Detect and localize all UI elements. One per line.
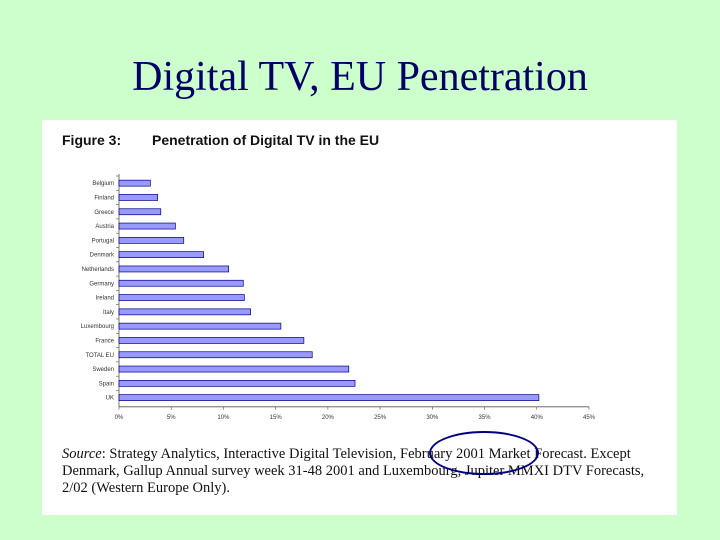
x-tick-label: 5% [167, 415, 176, 420]
bar-chart: Belgium Finland Greece Austria Portugal Denma… [81, 174, 596, 420]
x-tick-label: 40% [531, 415, 544, 420]
x-tick-label: 30% [426, 415, 439, 420]
category-label: UK [106, 396, 114, 402]
x-tick-label: 35% [479, 415, 492, 420]
bar-greece [118, 208, 162, 216]
category-label: Spain [99, 381, 114, 387]
x-tick-label: 0% [115, 415, 124, 420]
category-label: Austria [95, 224, 114, 230]
x-tick-label: 20% [322, 415, 335, 420]
bar-austria [118, 222, 176, 230]
bar-netherlands [118, 265, 230, 273]
bar-italy [118, 308, 251, 316]
bar-germany [118, 279, 244, 287]
x-tick-label: 15% [270, 415, 283, 420]
source-text: : Strategy Analytics, Interactive Digita… [62, 446, 645, 496]
bar-ireland [118, 294, 245, 301]
chart-title: Penetration of Digital TV in the EU [152, 132, 380, 148]
source-lead: Source [62, 446, 102, 462]
category-label: TOTAL EU [85, 353, 114, 359]
x-tick-label: 45% [583, 415, 596, 420]
category-label: Germany [89, 281, 114, 287]
category-label: France [95, 338, 114, 344]
x-tick-label: 25% [374, 415, 387, 420]
category-label: Luxembourg [81, 324, 114, 330]
category-label: Netherlands [82, 267, 114, 273]
category-label: Finland [94, 195, 114, 201]
category-label: Greece [94, 210, 114, 216]
slide-title: Digital TV, EU Penetration [132, 54, 588, 100]
x-tick-label: 10% [217, 415, 230, 420]
category-label: Sweden [92, 367, 114, 373]
category-label: Italy [103, 310, 114, 316]
bar-uk [118, 394, 540, 401]
category-label: Ireland [96, 296, 114, 302]
bar-total-eu [118, 351, 313, 359]
category-label: Belgium [92, 181, 114, 187]
source-note: Source: Strategy Analytics, Interactive … [62, 446, 662, 497]
bar-belgium [118, 179, 151, 187]
bar-spain [118, 380, 356, 387]
bar-portugal [118, 236, 185, 244]
highlight-ellipse [429, 431, 539, 475]
figure-label: Figure 3: [62, 132, 122, 148]
figure-panel: Figure 3: Penetration of Digital TV in t… [42, 120, 677, 515]
category-label: Portugal [92, 238, 114, 244]
bar-denmark [118, 251, 204, 258]
bar-france [118, 337, 305, 344]
bar-sweden [118, 365, 350, 373]
category-label: Denmark [90, 253, 115, 259]
bar-finland [118, 194, 158, 201]
bar-luxembourg [118, 322, 282, 330]
